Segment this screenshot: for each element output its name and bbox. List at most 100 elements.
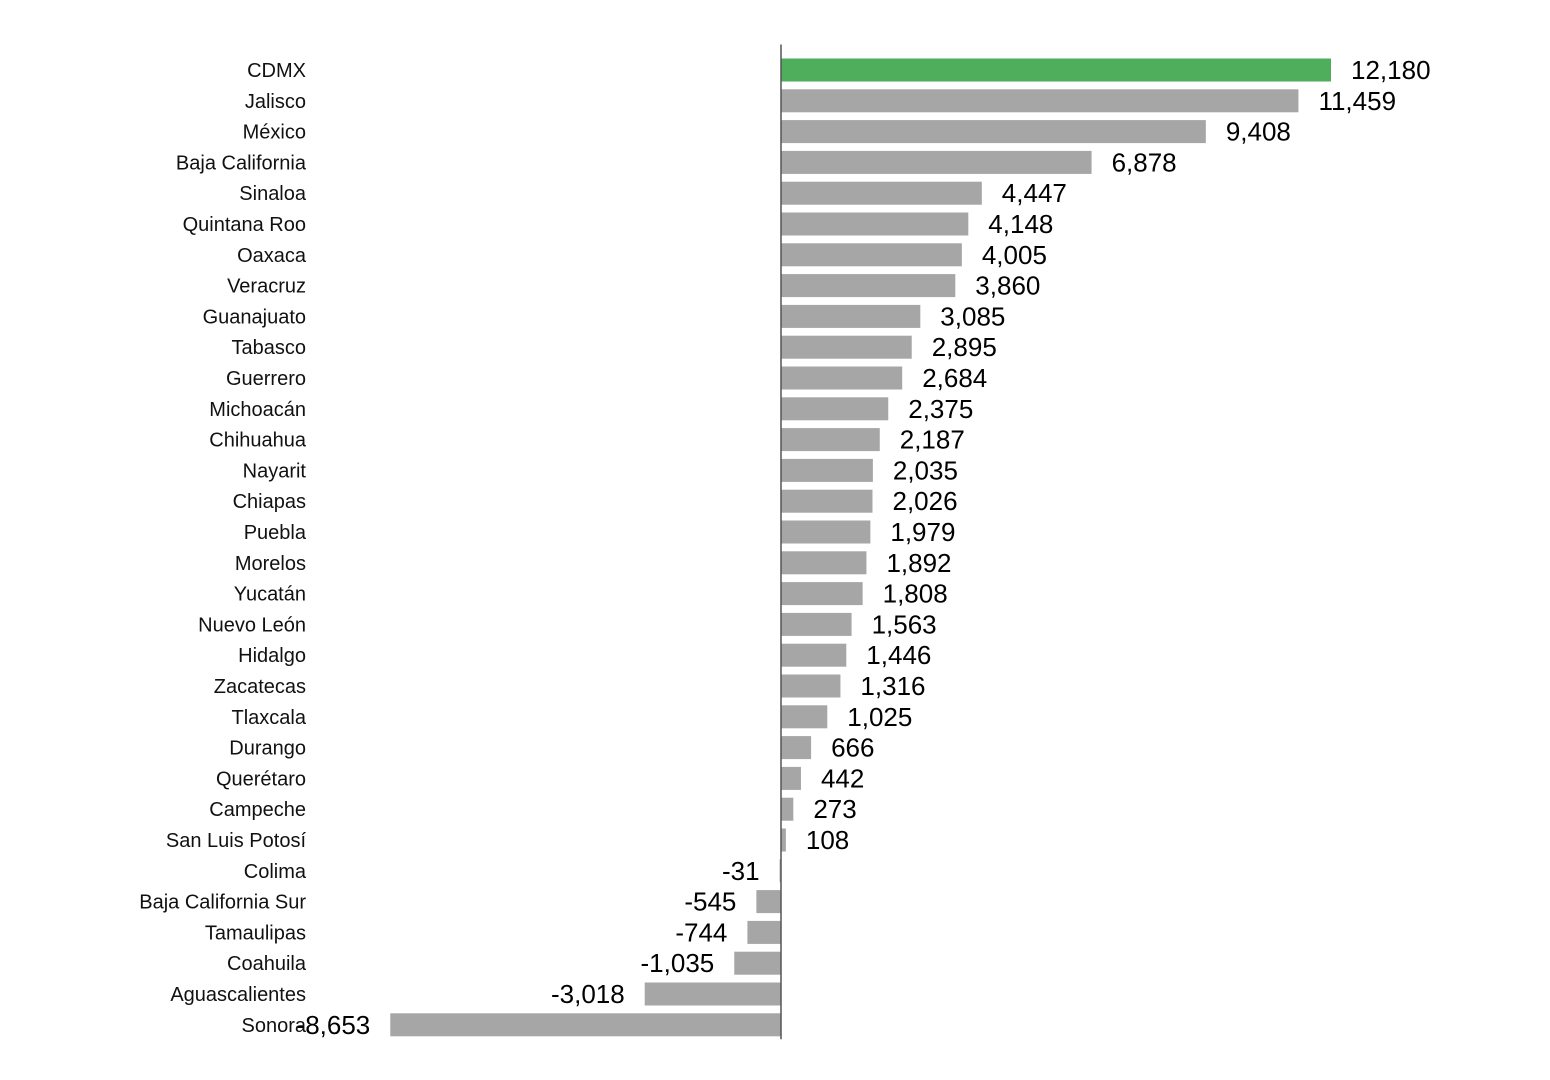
bar-hidalgo bbox=[781, 643, 847, 667]
value-label: 273 bbox=[813, 794, 856, 824]
value-label: 6,878 bbox=[1112, 147, 1177, 177]
bar-oaxaca bbox=[781, 243, 962, 267]
value-label: 108 bbox=[806, 825, 849, 855]
bar-veracruz bbox=[781, 274, 956, 298]
category-label: Coahuila bbox=[227, 953, 307, 975]
bar-sinaloa bbox=[781, 181, 982, 205]
category-label: Sonora bbox=[242, 1015, 307, 1037]
category-label: Campeche bbox=[209, 799, 306, 821]
value-label: -3,018 bbox=[551, 979, 625, 1009]
bar-guanajuato bbox=[781, 304, 921, 328]
bar-nuevo-león bbox=[781, 612, 852, 636]
category-label: Nayarit bbox=[243, 460, 307, 482]
value-label: 1,316 bbox=[860, 671, 925, 701]
category-label: Tabasco bbox=[232, 337, 307, 359]
value-label: 3,085 bbox=[940, 301, 1005, 331]
category-label: Veracruz bbox=[227, 276, 306, 298]
category-label: Durango bbox=[229, 738, 306, 760]
bar-guerrero bbox=[781, 366, 903, 390]
category-label: Morelos bbox=[235, 553, 306, 575]
category-label: Nuevo León bbox=[198, 614, 306, 636]
category-label: San Luis Potosí bbox=[166, 830, 307, 852]
category-label: Guanajuato bbox=[203, 306, 306, 328]
bar-tlaxcala bbox=[781, 705, 828, 729]
bar-tamaulipas bbox=[747, 920, 781, 944]
bar-quintana-roo bbox=[781, 212, 969, 236]
category-label: Colima bbox=[244, 861, 307, 883]
category-label: Michoacán bbox=[209, 399, 306, 421]
category-label: Guerrero bbox=[226, 368, 306, 390]
value-label: 1,808 bbox=[883, 579, 948, 609]
value-label: -1,035 bbox=[641, 948, 715, 978]
category-label: Tlaxcala bbox=[232, 707, 307, 729]
bar-san-luis-potosí bbox=[781, 828, 786, 852]
bar-coahuila bbox=[734, 951, 781, 975]
category-label: Oaxaca bbox=[237, 245, 307, 267]
category-label: Tamaulipas bbox=[205, 922, 306, 944]
value-label: 2,375 bbox=[908, 394, 973, 424]
bar-aguascalientes bbox=[644, 982, 781, 1006]
bar-méxico bbox=[781, 120, 1206, 144]
value-label: 2,187 bbox=[900, 425, 965, 455]
category-label: Sinaloa bbox=[239, 183, 307, 205]
bar-sonora bbox=[390, 1013, 781, 1037]
bar-chihuahua bbox=[781, 428, 880, 452]
category-label: Baja California bbox=[176, 152, 307, 174]
bar-tabasco bbox=[781, 335, 912, 359]
value-label: -744 bbox=[675, 917, 727, 947]
category-label: México bbox=[243, 122, 306, 144]
bar-nayarit bbox=[781, 458, 873, 482]
value-label: 1,892 bbox=[886, 548, 951, 578]
bar-morelos bbox=[781, 551, 867, 575]
category-label: Zacatecas bbox=[214, 676, 306, 698]
category-label: Aguascalientes bbox=[170, 984, 306, 1006]
value-label: -8,653 bbox=[297, 1010, 371, 1040]
value-label: 1,446 bbox=[866, 640, 931, 670]
value-label: 1,563 bbox=[872, 609, 937, 639]
category-label: Puebla bbox=[244, 522, 307, 544]
category-label: Chihuahua bbox=[209, 430, 307, 452]
category-label: Jalisco bbox=[245, 91, 306, 113]
value-label: 2,035 bbox=[893, 455, 958, 485]
value-label: 4,447 bbox=[1002, 178, 1067, 208]
bar-baja-california bbox=[781, 150, 1092, 174]
value-label: 4,148 bbox=[988, 209, 1053, 239]
category-label: Hidalgo bbox=[238, 645, 306, 667]
value-label: 1,025 bbox=[847, 702, 912, 732]
value-label: 666 bbox=[831, 733, 874, 763]
bar-durango bbox=[781, 736, 812, 760]
value-label: 9,408 bbox=[1226, 117, 1291, 147]
category-label: Querétaro bbox=[216, 768, 306, 790]
value-label: 11,459 bbox=[1318, 86, 1396, 116]
bar-puebla bbox=[781, 520, 871, 544]
bar-jalisco bbox=[781, 89, 1299, 113]
value-label: 1,979 bbox=[890, 517, 955, 547]
bars-layer bbox=[390, 58, 1331, 1037]
bar-querétaro bbox=[781, 766, 801, 790]
category-label: Baja California Sur bbox=[139, 892, 306, 914]
value-label: 2,684 bbox=[922, 363, 987, 393]
category-label: Chiapas bbox=[233, 491, 306, 513]
bar-zacatecas bbox=[781, 674, 841, 698]
bar-baja-california-sur bbox=[756, 890, 781, 914]
bar-cdmx bbox=[781, 58, 1331, 82]
category-label: CDMX bbox=[247, 60, 306, 82]
value-label: -545 bbox=[684, 887, 736, 917]
bar-yucatán bbox=[781, 582, 863, 606]
category-label: Yucatán bbox=[234, 584, 306, 606]
value-label: 442 bbox=[821, 763, 864, 793]
value-label: -31 bbox=[722, 856, 760, 886]
bar-campeche bbox=[781, 797, 794, 821]
value-label: 3,860 bbox=[975, 271, 1040, 301]
bar-chiapas bbox=[781, 489, 873, 513]
value-label: 4,005 bbox=[982, 240, 1047, 270]
value-label: 2,895 bbox=[932, 332, 997, 362]
bar-michoacán bbox=[781, 397, 889, 421]
category-label: Quintana Roo bbox=[183, 214, 306, 236]
category-labels: CDMX Jalisco México Baja California Sinaloa Q… bbox=[139, 60, 307, 1037]
value-label: 12,180 bbox=[1351, 55, 1431, 85]
value-label: 2,026 bbox=[892, 486, 957, 516]
